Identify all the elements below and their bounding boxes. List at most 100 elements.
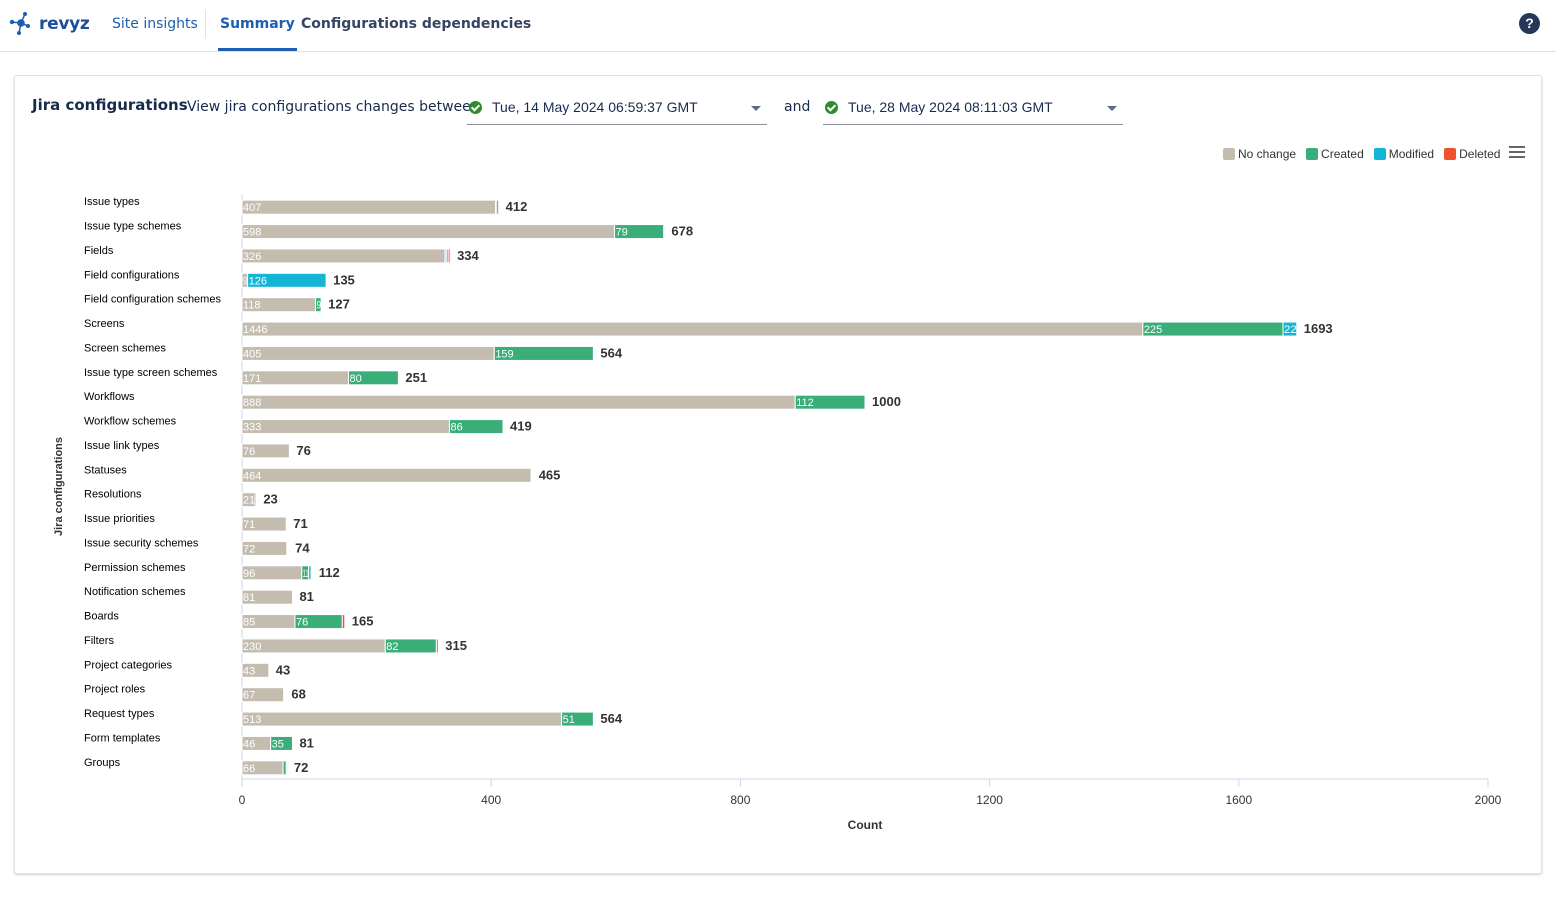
segment-data-label: 35 [272, 738, 284, 750]
chart-menu-icon[interactable] [1509, 146, 1525, 158]
segment-data-label: 9 [243, 275, 248, 287]
chevron-down-icon [751, 106, 761, 111]
segment-data-label: 76 [296, 617, 308, 629]
category-label: Issue types [84, 196, 140, 208]
chevron-down-icon [1107, 106, 1117, 111]
segment-data-label: 225 [1144, 324, 1162, 336]
revyz-logo-icon [9, 12, 30, 35]
bar-chart: 0 400 800 1200 1600 2000 Count Jira configurati… [53, 194, 1502, 832]
date-from-select[interactable]: Tue, 14 May 2024 06:59:37 GMT [467, 89, 767, 125]
segment-data-label: 171 [243, 373, 261, 385]
tab-site-insights[interactable]: Site insights [112, 16, 198, 32]
bar-segment-created [1142, 321, 1284, 337]
category-label: Screen schemes [84, 342, 166, 354]
bar-segment-created [348, 370, 399, 386]
legend-label: Modified [1388, 147, 1435, 161]
and-label: and [784, 99, 811, 115]
bar-segment-no-change [241, 394, 796, 410]
bar-segment-no-change [241, 321, 1144, 337]
x-axis-title: Count [848, 818, 883, 832]
category-label: Fields [84, 245, 114, 257]
segment-data-label: 1446 [243, 324, 267, 336]
bar-segment-deleted [286, 540, 289, 556]
category-label: Issue priorities [84, 513, 155, 525]
bar-total-label: 127 [328, 297, 350, 312]
bar-segment-no-change [241, 248, 446, 264]
bar-total-label: 112 [319, 565, 340, 580]
bar-segment-deleted [435, 638, 439, 654]
legend-label: Deleted [1459, 147, 1501, 161]
bar-total-label: 564 [600, 345, 622, 360]
date-to-value: Tue, 28 May 2024 08:11:03 GMT [848, 99, 1053, 115]
category-label: Form templates [84, 732, 161, 744]
bar-segment-no-change [241, 516, 287, 532]
category-label: Project roles [84, 684, 146, 696]
segment-data-label: 118 [243, 300, 261, 312]
bar-total-label: 23 [263, 492, 277, 507]
segment-data-label: 79 [616, 227, 628, 239]
bar-total-label: 81 [299, 735, 313, 750]
check-circle-icon [825, 101, 838, 114]
segment-data-label: 72 [243, 543, 255, 555]
tab-configurations-dependencies[interactable]: Configurations dependencies [301, 16, 532, 32]
bar-segment-no-change [241, 589, 293, 605]
x-tick-label: 400 [481, 793, 501, 807]
card-title: Jira configurations [32, 96, 188, 114]
bar-total-label: 68 [291, 687, 305, 702]
legend-item-deleted[interactable]: Deleted [1444, 147, 1500, 161]
bar-segment-no-change [241, 662, 270, 678]
category-label: Issue security schemes [84, 537, 199, 549]
bar-total-label: 165 [352, 614, 374, 629]
segment-data-label: 11 [303, 568, 309, 580]
segment-data-label: 112 [796, 397, 814, 409]
bar-segment-created [283, 687, 285, 703]
legend-swatch [1306, 148, 1319, 160]
category-label: Permission schemes [84, 562, 186, 574]
bar-total-label: 678 [671, 224, 693, 239]
bar-segment-no-change [241, 199, 497, 215]
segment-data-label: 51 [563, 714, 575, 726]
bar-segment-created [561, 711, 594, 727]
category-label: Workflow schemes [84, 416, 177, 428]
legend-item-no-change[interactable]: No change [1223, 147, 1296, 161]
bar-segment-no-change [241, 345, 495, 361]
bar-total-label: 564 [600, 711, 622, 726]
card-description: View jira configurations changes between [187, 99, 480, 115]
x-tick-label: 2000 [1475, 793, 1502, 807]
nav-divider [205, 10, 206, 38]
segment-data-label: 513 [243, 714, 261, 726]
legend-label: Created [1321, 147, 1364, 161]
segment-data-label: 22 [1284, 324, 1297, 336]
segment-data-label: 46 [243, 738, 255, 750]
bar-segment-no-change [241, 467, 532, 483]
category-label: Issue link types [84, 440, 160, 452]
bar-total-label: 71 [293, 516, 307, 531]
check-circle-icon [469, 101, 482, 114]
category-label: Filters [84, 635, 114, 647]
legend-item-modified[interactable]: Modified [1373, 147, 1435, 161]
jira-configurations-card: Jira configurations View jira configurat… [14, 75, 1542, 874]
y-axis-title: Jira configurations [53, 437, 65, 536]
date-from-value: Tue, 14 May 2024 06:59:37 GMT [492, 99, 698, 115]
bar-total-label: 74 [295, 540, 310, 555]
segment-data-label: 71 [243, 519, 255, 531]
bar-segment-deleted [310, 565, 313, 581]
x-tick-label: 800 [730, 793, 750, 807]
segment-data-label: 126 [249, 275, 267, 287]
bar-total-label: 72 [294, 760, 308, 775]
bar-segment-no-change [241, 711, 563, 727]
segment-data-label: 21 [243, 495, 255, 507]
x-tick-label: 0 [239, 793, 246, 807]
bar-total-label: 76 [296, 443, 310, 458]
category-label: Request types [84, 708, 155, 720]
category-label: Workflows [84, 391, 135, 403]
tab-summary[interactable]: Summary [218, 0, 297, 51]
legend-label: No change [1238, 147, 1297, 161]
revyz-logo[interactable]: revyz [6, 9, 90, 39]
segment-data-label: 333 [243, 422, 261, 434]
category-label: Groups [84, 757, 121, 769]
bar-total-label: 251 [405, 370, 427, 385]
help-icon[interactable]: ? [1519, 13, 1540, 34]
legend-item-created[interactable]: Created [1306, 147, 1364, 161]
date-to-select[interactable]: Tue, 28 May 2024 08:11:03 GMT [823, 89, 1123, 125]
